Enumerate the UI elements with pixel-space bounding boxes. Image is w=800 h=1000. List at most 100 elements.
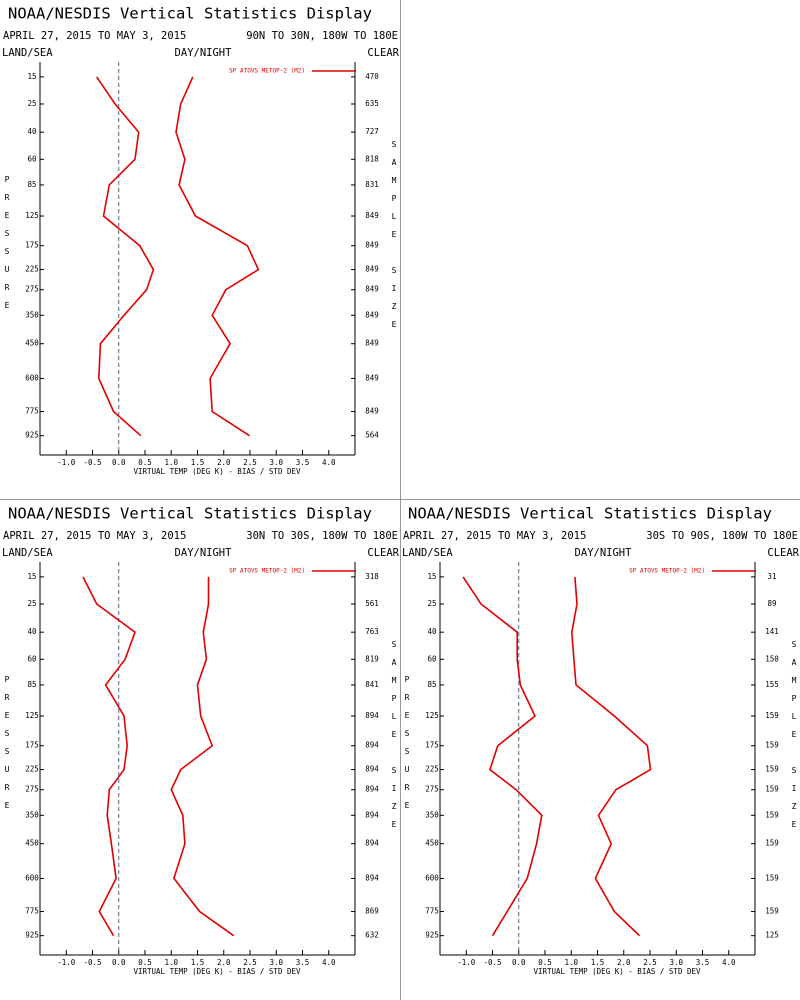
y-axis-label: PRESSURE [403,675,412,819]
y2-axis-label: SAMPLE SIZE [790,640,799,838]
x-tick-label: 3.0 [269,458,283,467]
x-tick-label: 0.5 [138,458,152,467]
pressure-label: 450 [425,839,439,848]
sample-size-label: 849 [365,241,379,250]
sample-size-label: 849 [365,265,379,274]
sample-size-label: 125 [765,931,779,940]
sample-size-label: 470 [365,72,379,81]
pressure-label: 60 [427,654,437,663]
sample-size-label: 849 [365,407,379,416]
pressure-label: 85 [427,680,436,689]
x-tick-label: 0.5 [538,958,552,967]
sample-size-label: 159 [765,873,779,882]
x-tick-label: 3.5 [696,958,710,967]
x-tick-label: 4.0 [322,958,336,967]
region: 30S TO 90S, 180W TO 180E [646,530,798,542]
pressure-label: 775 [25,907,39,916]
x-tick-label: -0.5 [83,958,101,967]
pressure-label: 775 [25,407,39,416]
sample-size-label: 159 [765,741,779,750]
y-axis-label: PRESSURE [3,175,12,319]
legend-label: SP ATOVS METOP-2 (M2) [229,568,305,575]
pressure-label: 175 [25,241,39,250]
pressure-label: 125 [25,711,39,720]
x-tick-label: 3.5 [296,458,310,467]
x-tick-label: 1.0 [564,958,578,967]
pressure-label: 25 [427,599,436,608]
sample-size-label: 849 [365,373,379,382]
pressure-label: 125 [25,211,39,220]
pressure-label: 175 [25,741,39,750]
sample-size-label: 159 [765,810,779,819]
panel: NOAA/NESDIS Vertical Statistics Display A… [2,5,400,477]
pressure-label: 600 [25,373,39,382]
sample-size-label: 727 [365,127,379,136]
profile-line [462,576,543,937]
day-night: DAY/NIGHT [175,547,233,559]
pressure-label: 60 [27,154,37,163]
pressure-label: 350 [25,310,39,319]
region: 90N TO 30N, 180W TO 180E [246,30,398,42]
land-sea: LAND/SEA [2,547,53,559]
x-tick-label: -0.5 [483,958,501,967]
x-tick-label: -0.5 [83,458,101,467]
sample-size-label: 763 [365,627,379,636]
pressure-label: 25 [27,599,36,608]
pressure-label: 925 [425,931,439,940]
x-tick-label: 0.0 [512,958,526,967]
profile-line [82,576,136,937]
y2-axis-label: SAMPLE SIZE [390,640,399,838]
x-tick-label: 2.0 [217,458,231,467]
sample-size-label: 849 [365,211,379,220]
sample-size-label: 849 [365,339,379,348]
pressure-label: 25 [27,99,36,108]
x-tick-label: 1.5 [191,458,205,467]
pressure-label: 40 [27,127,37,136]
chart-title: NOAA/NESDIS Vertical Statistics Display [8,505,372,523]
y-axis-label: PRESSURE [3,675,12,819]
x-tick-label: 2.5 [243,958,257,967]
land-sea: LAND/SEA [2,47,53,59]
sample-size-label: 894 [365,711,379,720]
sample-size-label: 159 [765,785,779,794]
pressure-label: 15 [27,72,36,81]
pressure-label: 600 [425,873,439,882]
sample-size-label: 819 [365,654,379,663]
sample-size-label: 894 [365,839,379,848]
sample-size-label: 564 [365,431,379,440]
x-tick-label: 2.0 [617,958,631,967]
x-tick-label: 1.0 [164,458,178,467]
sample-size-label: 318 [365,572,379,581]
sample-size-label: 818 [365,154,379,163]
pressure-label: 125 [425,711,439,720]
x-tick-label: 1.0 [164,958,178,967]
clear: CLEAR [367,547,399,559]
x-tick-label: 0.0 [112,958,126,967]
pressure-label: 85 [27,180,36,189]
x-tick-label: -1.0 [57,958,76,967]
x-tick-label: 4.0 [722,958,736,967]
pressure-label: 225 [25,765,39,774]
pressure-label: 225 [25,265,39,274]
x-axis-label: VIRTUAL TEMP (DEG K) - BIAS / STD DEV [533,967,701,976]
pressure-label: 225 [425,765,439,774]
legend-label: SP ATOVS METOP-2 (M2) [229,68,305,75]
panel: NOAA/NESDIS Vertical Statistics Display A… [402,505,800,977]
pressure-label: 450 [25,339,39,348]
x-tick-label: 3.5 [296,958,310,967]
pressure-label: 175 [425,741,439,750]
date-range: APRIL 27, 2015 TO MAY 3, 2015 [3,530,186,542]
x-tick-label: 4.0 [322,458,336,467]
pressure-label: 40 [427,627,437,636]
x-tick-label: 3.0 [669,958,683,967]
clear: CLEAR [367,47,399,59]
sample-size-label: 841 [365,680,379,689]
pressure-label: 275 [425,785,439,794]
sample-size-label: 635 [365,99,379,108]
profile-line [96,76,155,437]
pressure-label: 275 [25,285,39,294]
pressure-label: 350 [25,810,39,819]
pressure-label: 350 [425,810,439,819]
sample-size-label: 561 [365,599,379,608]
